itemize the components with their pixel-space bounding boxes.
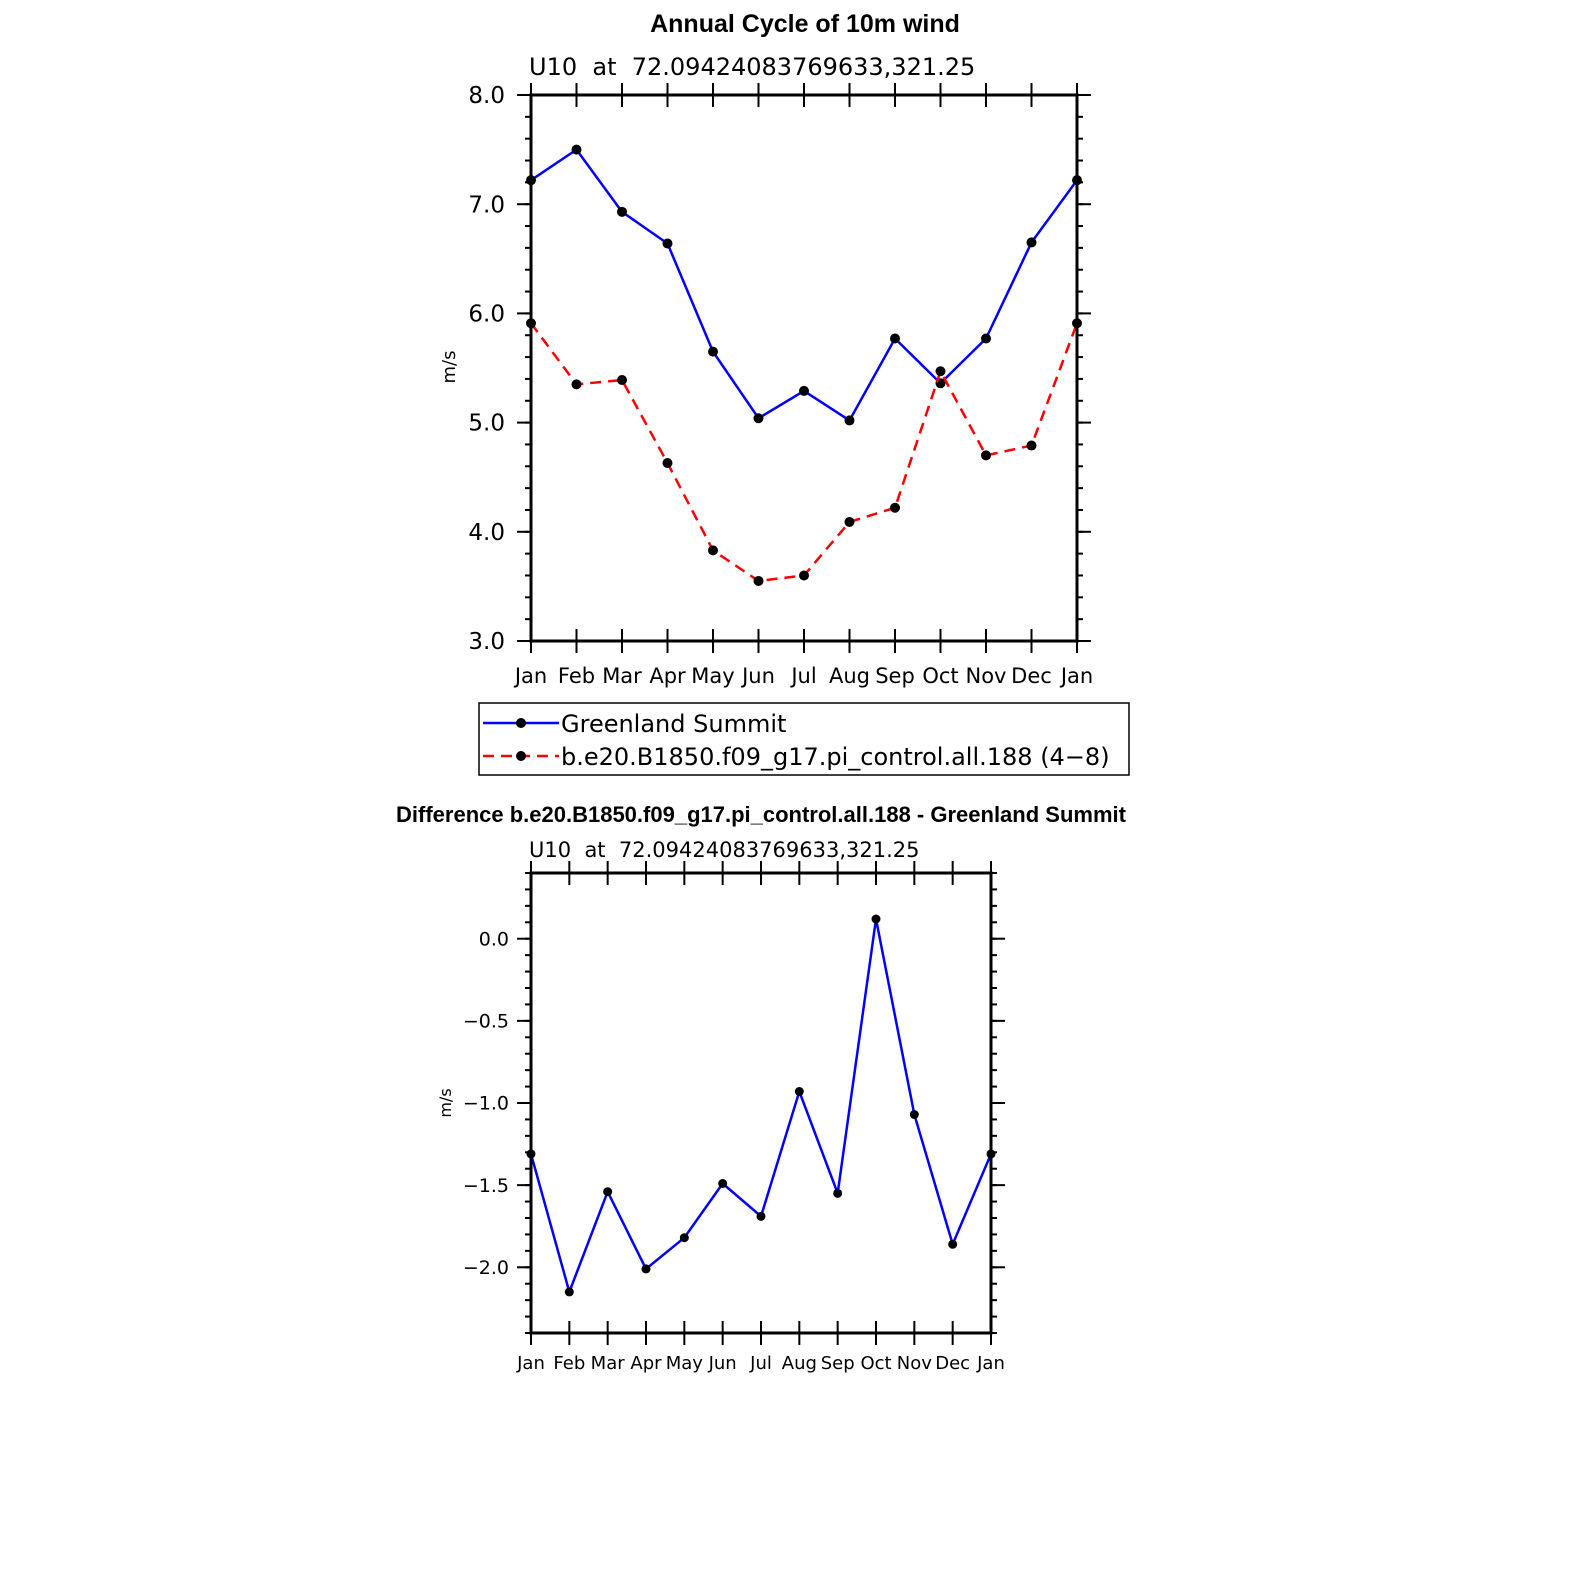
x-tick-label: May [691,664,734,688]
x-tick-label: Dec [1011,664,1052,688]
data-point [708,346,718,357]
y-tick-label: −1.5 [463,1175,509,1197]
plot-frame [529,871,993,1335]
data-point [679,1233,689,1243]
data-point [708,545,718,556]
y-tick-label: −1.0 [463,1093,509,1115]
chart-title: Difference b.e20.B1850.f09_g17.pi_contro… [396,802,1127,827]
series-line-0 [529,917,993,1294]
data-point [871,914,881,924]
data-point [564,1287,574,1297]
y-tick-label: 3.0 [468,629,505,655]
chart-title: Annual Cycle of 10m wind [650,10,960,38]
y-axis-label: m/s [439,351,460,384]
x-tick-label: Jul [749,1353,772,1374]
legend: Greenland Summit b.e20.B1850.f09_g17.pi_… [478,702,1130,776]
data-point [909,1110,919,1119]
data-point [981,450,991,461]
y-tick-label: 4.0 [468,520,505,546]
series-layer [526,914,996,1297]
y-tick-label: −2.0 [463,1257,509,1279]
data-point [948,1239,958,1249]
data-point [833,1188,843,1198]
tick-labels: Jan Feb Mar Apr May Jun Jul Aug Sep Oct Nov Dec Jan −… [463,928,1005,1374]
data-point [1026,440,1037,451]
data-point [890,333,900,344]
x-tick-label: Apr [630,1353,662,1374]
data-point [981,333,991,344]
chart-subtitle: U10 at 72.09424083769633,321.25 [529,53,975,81]
legend-box [478,702,1130,776]
x-tick-label: Jan [516,1353,545,1374]
data-point [571,144,582,155]
data-point [603,1187,613,1197]
axis-ticks [517,83,1091,653]
x-tick-label: Jan [976,1353,1005,1374]
x-tick-label: Jun [708,1353,737,1374]
data-point [935,366,946,377]
x-tick-label: Feb [553,1353,585,1374]
y-tick-label: 7.0 [468,192,505,218]
y-tick-label: 8.0 [468,83,505,109]
x-tick-label: Sep [821,1353,855,1374]
data-point [753,575,764,586]
y-tick-label: −0.5 [463,1011,509,1033]
x-tick-label: Nov [966,664,1007,688]
chart-subtitle: U10 at 72.09424083769633,321.25 [529,838,920,862]
y-tick-label: 6.0 [468,301,505,327]
difference-chart: Difference b.e20.B1850.f09_g17.pi_contro… [396,802,1127,1374]
x-tick-label: Sep [875,664,915,688]
y-tick-label: 5.0 [468,411,505,437]
x-tick-label: Oct [860,1353,891,1374]
x-tick-label: Apr [649,664,686,688]
legend-label-model: b.e20.B1850.f09_g17.pi_control.all.188 (… [561,743,1110,771]
legend-marker-model [516,751,526,761]
data-point [844,415,855,426]
data-point [662,238,673,249]
plot-frame [529,93,1079,643]
data-point [617,375,627,386]
x-tick-label: May [666,1353,704,1374]
x-tick-label: Nov [897,1353,932,1374]
data-point [718,1179,728,1188]
data-point [756,1211,766,1221]
x-tick-label: Jul [789,664,816,688]
x-tick-label: Jun [740,664,775,688]
legend-label-greenland: Greenland Summit [561,710,786,738]
data-point [571,379,582,390]
series-line-1 [529,322,1079,583]
data-point [662,458,673,469]
x-tick-label: Mar [602,664,642,688]
data-point [799,385,809,396]
data-point [617,206,627,217]
data-point [890,502,900,513]
x-tick-label: Oct [922,664,958,688]
y-tick-label: 0.0 [479,928,509,950]
x-tick-label: Aug [829,664,870,688]
x-tick-label: Feb [558,664,595,688]
data-point [1026,237,1037,248]
data-point [753,413,764,424]
axis-ticks [517,861,1005,1345]
x-tick-label: Dec [935,1353,970,1374]
x-tick-label: Aug [782,1353,817,1374]
series-layer [526,144,1082,586]
data-point [799,570,809,581]
x-tick-label: Jan [1059,664,1093,688]
y-axis-label: m/s [436,1088,455,1117]
x-tick-label: Mar [591,1353,626,1374]
annual-cycle-chart: Annual Cycle of 10m wind U10 at 72.09424… [439,10,1093,688]
data-point [844,516,855,527]
x-tick-label: Jan [513,664,547,688]
data-point [794,1087,804,1096]
tick-labels: Jan Feb Mar Apr May Jun Jul Aug Sep Oct Nov Dec Jan 3… [468,83,1093,688]
data-point [641,1264,651,1274]
legend-marker-greenland [516,718,526,728]
